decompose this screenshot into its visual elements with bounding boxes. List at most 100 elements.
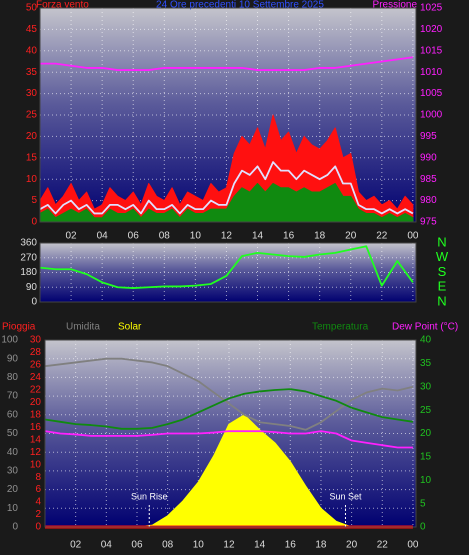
x-tick-label: 00 bbox=[407, 231, 419, 242]
y2-tick-label: 5 bbox=[420, 498, 426, 509]
y-tick-label: 20 bbox=[26, 131, 38, 142]
y-tick-label: 10 bbox=[7, 503, 19, 514]
y2-tick-label: 35 bbox=[420, 358, 432, 369]
y-tick-label: 0 bbox=[12, 522, 18, 533]
y2-tick-label: 30 bbox=[420, 381, 432, 392]
y3-tick-label: 14 bbox=[30, 434, 42, 445]
x-tick-label: 08 bbox=[162, 540, 174, 551]
y-tick-label: 20 bbox=[7, 484, 19, 495]
y2-tick-label: 25 bbox=[420, 405, 432, 416]
x-tick-label: 22 bbox=[376, 231, 388, 242]
x-tick-label: 02 bbox=[70, 540, 82, 551]
x-tick-label: 16 bbox=[283, 231, 295, 242]
y-tick-label: 70 bbox=[7, 391, 19, 402]
line bbox=[39, 245, 414, 289]
y2-axis-label: Pressione bbox=[373, 0, 418, 11]
y3-tick-label: 18 bbox=[30, 409, 42, 420]
y2-tick-label: 985 bbox=[420, 174, 437, 185]
y2-tick-label: 0 bbox=[420, 522, 426, 533]
x-tick-label: 20 bbox=[346, 540, 358, 551]
y3-tick-label: 4 bbox=[35, 497, 41, 508]
y2-tick-label: 10 bbox=[420, 475, 432, 486]
plot-frame bbox=[39, 242, 417, 303]
x-tick-label: 18 bbox=[315, 540, 327, 551]
y-tick-label: 15 bbox=[26, 152, 38, 163]
y-tick-label: 40 bbox=[7, 447, 19, 458]
x-tick-label: 14 bbox=[252, 231, 264, 242]
x-tick-label: 12 bbox=[223, 540, 235, 551]
x-tick-label: 00 bbox=[407, 540, 419, 551]
y3-tick-label: 10 bbox=[30, 459, 42, 470]
y-tick-label: 30 bbox=[26, 88, 38, 99]
y2-tick-label: 1015 bbox=[420, 45, 443, 56]
y-tick-label: 40 bbox=[26, 45, 38, 56]
x-tick-label: 06 bbox=[128, 231, 140, 242]
legend-temperature: Temperatura bbox=[312, 322, 369, 333]
y2-tick-label: 1000 bbox=[420, 110, 443, 121]
legend-dew-point: Dew Point (°C) bbox=[392, 322, 458, 333]
y-tick-label: 45 bbox=[26, 24, 38, 35]
y-tick-label: 0 bbox=[31, 217, 37, 228]
y2-tick-label: 1010 bbox=[420, 67, 443, 78]
y2-tick-label: 40 bbox=[420, 335, 432, 346]
x-tick-label: 18 bbox=[314, 231, 326, 242]
x-tick-label: 14 bbox=[254, 540, 266, 551]
y2-tick-label: N bbox=[437, 234, 446, 249]
x-tick-label: 08 bbox=[159, 231, 171, 242]
y2-tick-label: E bbox=[438, 279, 447, 294]
y-tick-label: 90 bbox=[7, 353, 19, 364]
y3-tick-label: 28 bbox=[30, 347, 42, 358]
x-tick-label: 20 bbox=[345, 231, 357, 242]
y2-tick-label: W bbox=[436, 249, 449, 264]
y2-tick-label: 980 bbox=[420, 195, 437, 206]
line bbox=[39, 161, 414, 215]
annotation: Sun Rise bbox=[131, 491, 168, 501]
line bbox=[44, 357, 414, 431]
y-tick-label: 5 bbox=[31, 195, 37, 206]
y3-tick-label: 26 bbox=[30, 360, 42, 371]
y2-tick-label: 1005 bbox=[420, 88, 443, 99]
x-tick-label: 04 bbox=[101, 540, 113, 551]
y-tick-label: 100 bbox=[1, 335, 18, 346]
annotation: Sun Set bbox=[329, 491, 362, 501]
y2-tick-label: 20 bbox=[420, 428, 432, 439]
x-tick-label: 10 bbox=[190, 231, 202, 242]
y-tick-label: 270 bbox=[20, 252, 37, 263]
y3-tick-label: 30 bbox=[30, 335, 42, 346]
y-tick-label: 80 bbox=[7, 372, 19, 383]
y3-tick-label: 20 bbox=[30, 397, 42, 408]
y3-tick-label: 8 bbox=[35, 472, 41, 483]
y3-tick-label: 16 bbox=[30, 422, 42, 433]
y2-tick-label: 15 bbox=[420, 452, 432, 463]
plot-frame bbox=[39, 7, 417, 223]
chart-title: 24 Ore precedenti 10 Settembre 2025 bbox=[156, 0, 324, 11]
y3-tick-label: 24 bbox=[30, 372, 42, 383]
area bbox=[39, 182, 414, 223]
y3-tick-label: 22 bbox=[30, 385, 42, 396]
y2-tick-label: 990 bbox=[420, 152, 437, 163]
y-axis-label: Forza vento bbox=[36, 0, 89, 11]
y2-tick-label: 995 bbox=[420, 131, 437, 142]
x-tick-label: 10 bbox=[193, 540, 205, 551]
y2-tick-label: S bbox=[438, 264, 447, 279]
y-tick-label: 50 bbox=[26, 3, 38, 14]
y-tick-label: 35 bbox=[26, 67, 38, 78]
y2-tick-label: 975 bbox=[420, 217, 437, 228]
y-tick-label: 360 bbox=[20, 238, 37, 249]
y3-tick-label: 6 bbox=[35, 484, 41, 495]
y3-tick-label: 0 bbox=[35, 522, 41, 533]
x-tick-label: 12 bbox=[221, 231, 233, 242]
line bbox=[44, 388, 414, 430]
line bbox=[40, 56, 414, 71]
y-tick-label: 0 bbox=[31, 297, 37, 308]
x-tick-label: 04 bbox=[97, 231, 109, 242]
y-tick-label: 90 bbox=[26, 282, 38, 293]
x-tick-label: 16 bbox=[285, 540, 297, 551]
x-tick-label: 02 bbox=[66, 231, 78, 242]
x-tick-label: 06 bbox=[131, 540, 143, 551]
plot-frame bbox=[44, 339, 417, 528]
y3-tick-label: 2 bbox=[35, 509, 41, 520]
y-tick-label: 25 bbox=[26, 110, 38, 121]
